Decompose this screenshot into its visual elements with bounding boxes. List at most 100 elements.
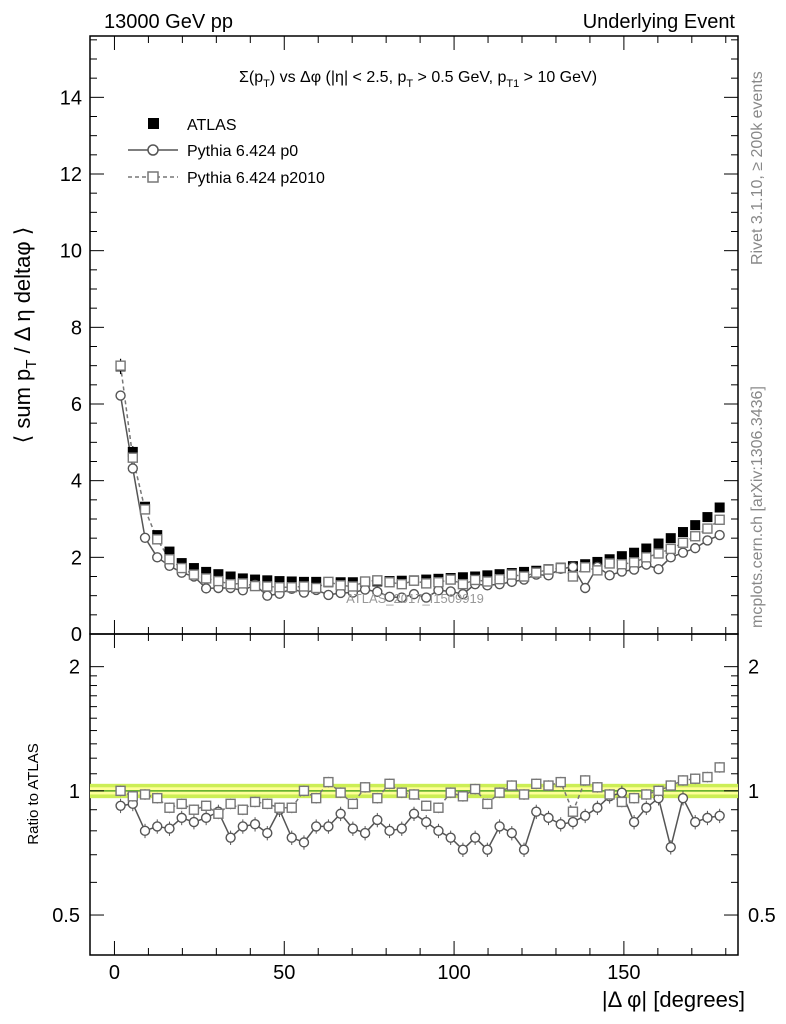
p2010-point (213, 575, 224, 587)
ratio-p0-point (482, 844, 493, 855)
ratio-p0-point (396, 823, 407, 834)
x-tick-label: 100 (437, 962, 470, 984)
p2010-point (482, 576, 493, 587)
ratio-p0-point (225, 832, 236, 843)
atlas-point (690, 520, 701, 531)
ratio-p0-point (408, 808, 420, 819)
p2010-point (176, 562, 187, 574)
ratio-p0-point (641, 802, 652, 813)
p2010-point (200, 573, 212, 584)
ratio-p2010-point (152, 792, 163, 804)
p2010-point (555, 562, 566, 574)
p2010-point (359, 576, 371, 587)
ratio-p0-point (518, 844, 530, 855)
ratio-p2010-point (262, 798, 273, 810)
atlas-point (702, 512, 713, 523)
ratio-p2010-point (213, 808, 224, 819)
ratio-y-ticks: 0.5 0.5 1 1 2 2 (52, 657, 776, 927)
ratio-y-tick-label: 1 (69, 781, 80, 803)
main-y-tick-label: 14 (60, 87, 82, 109)
p0-point (665, 552, 676, 563)
p0-point (384, 591, 395, 603)
p0-point (396, 592, 407, 603)
ratio-p2010-point (237, 804, 249, 815)
atlas-point (164, 546, 175, 557)
p2010-point (702, 523, 713, 534)
ratio-p2010-point (653, 785, 664, 797)
ratio-p2010-point (690, 773, 701, 784)
p2010-point (421, 578, 432, 589)
main-y-tick-label: 8 (71, 317, 82, 339)
p2010-point (188, 569, 200, 580)
p2010-point (518, 571, 530, 582)
ratio-p2010-point (714, 762, 725, 773)
p2010-point (714, 514, 725, 525)
atlas-point (653, 538, 664, 549)
atlas-point (201, 566, 212, 577)
p2010-point (372, 575, 383, 586)
p0-point (139, 532, 151, 543)
ratio-p2010-point (555, 776, 566, 788)
p2010-point (653, 548, 664, 559)
ratio-p0-point (579, 810, 591, 821)
ratio-p0-point (139, 825, 151, 837)
header-left: 13000 GeV pp (104, 11, 233, 33)
p0-point (408, 588, 420, 600)
p2010-point (335, 580, 346, 591)
ratio-p2010-point (641, 789, 652, 800)
legend: ATLAS Pythia 6.424 p0 Pythia 6.424 p2010 (128, 117, 325, 187)
ratio-p0-point (323, 821, 334, 832)
ratio-p0-point (543, 812, 554, 824)
ratio-p0-point (555, 819, 566, 830)
ratio-p2010-point (494, 787, 505, 798)
p2010-point (298, 581, 310, 592)
ratio-p0-point (702, 812, 713, 824)
ratio-y-tick-label-right: 0.5 (748, 905, 776, 927)
ratio-p0-point (665, 842, 676, 853)
main-y-label: ⟨ sum pT / Δ η deltaφ ⟩ (10, 227, 40, 444)
ratio-p0-point (188, 816, 200, 828)
atlas-point (188, 563, 199, 574)
ratio-p2010-point (531, 778, 542, 790)
ratio-p2010-point (310, 792, 322, 804)
main-panel: 0 2 4 6 8 10 12 14 ATLAS_2017_I1509919 Σ(pT) vs… (10, 35, 739, 646)
ratio-p2010-point (164, 802, 175, 813)
ratio-p2010-point (702, 771, 713, 783)
p0-point (702, 535, 713, 546)
ratio-p0-point (616, 787, 628, 798)
p2010-point (457, 578, 469, 590)
ratio-y-tick-label: 0.5 (52, 905, 80, 927)
p2010-point (164, 554, 175, 565)
ratio-p0-point (677, 792, 689, 804)
ratio-y-label: Ratio to ATLAS (25, 743, 42, 844)
x-axis-label: |Δ φ| [degrees] (602, 987, 745, 1012)
p2010-point (237, 578, 249, 589)
ratio-y-tick-label: 2 (69, 657, 80, 679)
main-y-ticks: 0 2 4 6 8 10 12 14 (60, 39, 738, 646)
main-data-layer (115, 358, 725, 603)
p0-point (323, 589, 334, 601)
p0-point (445, 586, 456, 597)
ratio-p0-point (384, 825, 395, 837)
atlas-point (286, 576, 297, 587)
ratio-p2010-point (274, 802, 285, 813)
ratio-p2010-point (200, 800, 212, 811)
p0-point (677, 547, 689, 558)
ratio-p2010-point (482, 798, 493, 810)
x-tick-label: 150 (607, 962, 640, 984)
ratio-p0-point (249, 819, 261, 830)
p2010-point (249, 580, 261, 592)
ratio-p2010-point (445, 787, 456, 798)
ratio-p2010-point (372, 792, 383, 804)
ratio-p0-point (335, 808, 346, 819)
p2010-point (616, 559, 628, 570)
mcplots-label: mcplots.cern.ch [arXiv:1306.3436] (749, 386, 766, 628)
x-tick-label: 0 (109, 962, 120, 984)
ratio-p0-point (506, 827, 518, 839)
ratio-p0-point (152, 821, 163, 832)
atlas-point (677, 527, 688, 538)
ratio-p0-point (359, 827, 371, 839)
ratio-x-ticks: 0 50 100 150 (109, 634, 727, 984)
p0-point (152, 552, 163, 563)
